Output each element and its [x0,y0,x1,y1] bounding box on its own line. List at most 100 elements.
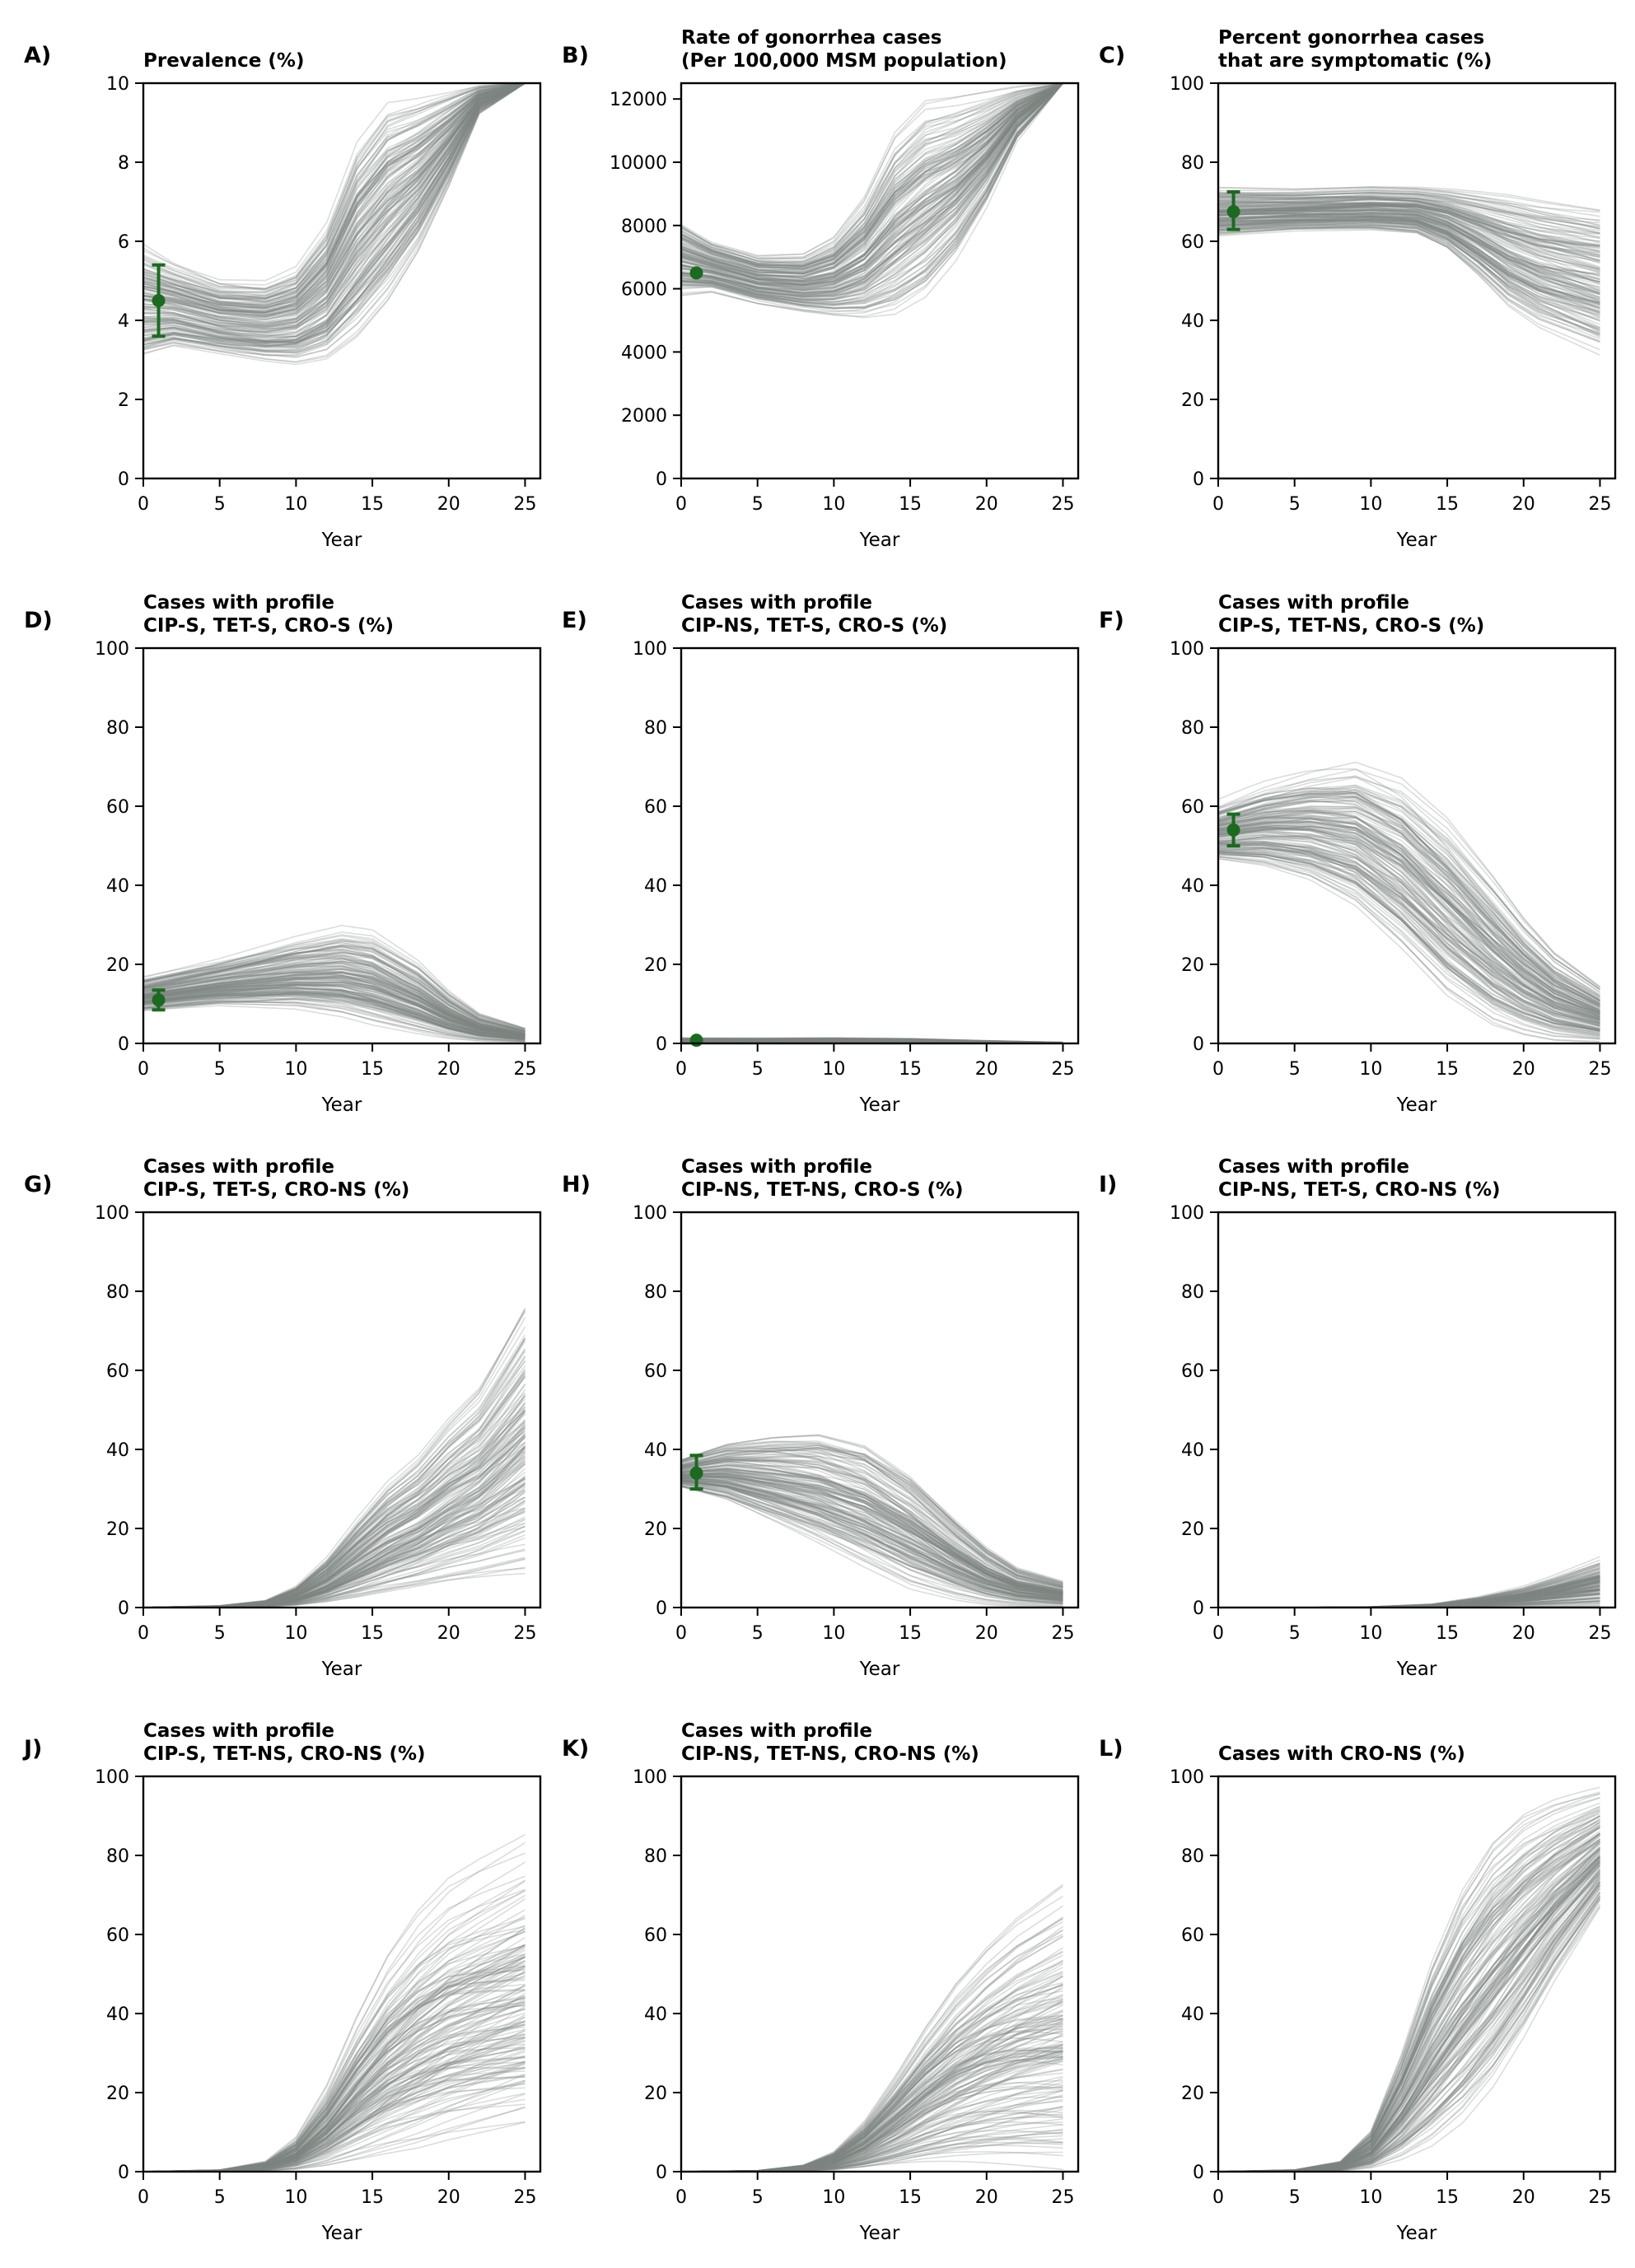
trajectory-line [143,981,526,1035]
trajectory-line [1218,198,1600,256]
trajectory-line [143,83,526,301]
trajectory-line [681,1038,1063,1043]
trajectory-line [1218,221,1600,331]
trajectory-line [143,950,526,1034]
y-tick-label: 100 [633,1203,667,1224]
trajectory-line [143,83,526,289]
trajectory-line [681,83,1064,294]
trajectory-line [1218,829,1600,1033]
x-tick-label: 25 [1588,1623,1611,1644]
trajectory-line [1218,1584,1600,1608]
trajectory-line [1218,1578,1600,1608]
trajectory-line [1218,827,1600,1024]
trajectory-line [681,1468,1063,1594]
y-tick-label: 0 [1193,469,1204,490]
trajectory-line [681,83,1063,285]
x-tick-label: 20 [437,1059,460,1080]
trajectory-line [681,83,1064,279]
trajectory-line [1218,796,1600,1000]
plot-frame [680,646,1080,1045]
trajectory-line [143,987,526,1039]
trajectory-line [681,1039,1063,1043]
trajectory-line [1218,186,1600,227]
trajectory-line [681,1463,1063,1589]
panel-letter: J) [22,1736,42,1762]
trajectory-line [681,1484,1063,1606]
trajectory-line [143,83,526,341]
trajectory-line [143,996,526,1037]
trajectory-line [681,83,1063,266]
chart-title: Cases with profile [681,1720,872,1742]
trajectory-line [1218,226,1600,334]
trajectory-line [681,1447,1063,1598]
trajectory-line [1218,810,1600,1014]
trajectory-line [143,1421,526,1608]
trajectory-line [1218,1592,1600,1608]
panel-grid: A) Prevalence (%)0 5 10 15 20 250246810YearB)R… [22,27,1617,2244]
trajectory-line [681,83,1063,262]
trajectory-line [1218,219,1600,307]
trajectory-line [1218,193,1600,213]
trajectory-line [1218,843,1600,1038]
trajectory-line [1218,222,1600,314]
trajectory-line [143,1969,526,2172]
trajectory-line [143,83,526,338]
trajectory-line [143,975,526,1034]
x-tick-label: 5 [214,1623,226,1644]
trajectory-line [681,1476,1063,1594]
y-tick-label: 0 [1193,2163,1204,2183]
trajectory-line [681,1039,1063,1043]
x-tick-label: 10 [822,2187,845,2208]
trajectory-line [1218,208,1600,309]
trajectory-line [1218,1575,1600,1608]
trajectory-line [1218,857,1600,1034]
trajectory-line [143,972,526,1034]
trajectory-line [681,83,1063,287]
trajectory-line [143,83,526,338]
trajectory-line [681,1038,1063,1043]
trajectory-line [1218,1568,1600,1608]
trajectory-line [143,992,526,1037]
trajectory-line [143,1852,526,2172]
trajectory-line [143,83,526,323]
trajectory-line [143,970,526,1038]
trajectory-line [143,83,526,308]
simulation-trajectories [1218,185,1600,356]
trajectory-line [143,83,526,363]
y-tick-label: 100 [633,1767,667,1788]
trajectory-line [143,83,526,314]
trajectory-line [143,83,526,344]
trajectory-line [681,83,1063,293]
trajectory-line [1218,790,1600,1010]
trajectory-line [681,1442,1063,1587]
observed-data [152,988,166,1012]
trajectory-line [681,83,1063,302]
trajectory-line [1218,226,1600,329]
trajectory-line [681,83,1064,294]
trajectory-line [681,1434,1063,1585]
trajectory-line [1218,1565,1600,1608]
trajectory-line [681,1040,1063,1043]
trajectory-line [681,1040,1063,1043]
observed-data [1226,190,1240,231]
trajectory-line [1218,1577,1600,1608]
trajectory-line [681,1453,1063,1583]
trajectory-line [143,83,526,303]
trajectory-line [681,83,1064,313]
trajectory-line [143,83,526,300]
trajectory-line [143,83,526,314]
trajectory-line [143,988,526,1038]
trajectory-line [1218,1565,1600,1608]
trajectory-line [1218,203,1600,236]
trajectory-line [681,1040,1063,1043]
trajectory-line [681,1468,1063,1592]
trajectory-line [681,83,1064,296]
trajectory-line [143,1311,526,1608]
trajectory-line [143,83,526,312]
trajectory-line [1218,209,1600,278]
trajectory-line [681,1482,1063,1601]
trajectory-line [143,83,526,326]
